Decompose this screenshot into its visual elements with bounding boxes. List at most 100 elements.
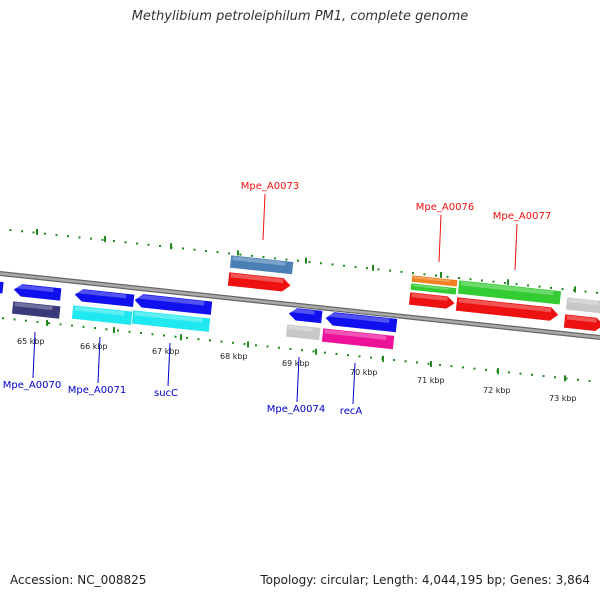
track-dot: [446, 275, 449, 278]
feature-block: [408, 291, 456, 310]
track-major-dot: [382, 355, 384, 362]
track-dot: [32, 231, 35, 234]
feature-block: [455, 296, 560, 322]
track-major-dot: [305, 257, 307, 264]
ruler-tick-label: 65 kbp: [17, 337, 45, 346]
feature-block: [565, 296, 600, 315]
track-dot: [289, 347, 292, 350]
feature-block: [563, 313, 600, 332]
feature-highlight: [413, 276, 450, 283]
track-dot: [239, 253, 242, 256]
track-major-dot: [315, 348, 317, 355]
track-dot: [9, 229, 12, 232]
track-dot: [301, 349, 303, 352]
feature-highlight: [411, 293, 448, 301]
feature-arrow: [285, 323, 322, 341]
feature-arrow: [287, 307, 324, 324]
track-major-dot: [104, 236, 106, 243]
feature-highlight: [290, 308, 315, 315]
feature-block: [287, 307, 324, 324]
feature-block: [11, 300, 62, 320]
feature-block: [0, 280, 5, 295]
ruler-tick-label: 71 kbp: [417, 376, 445, 385]
feature-highlight: [230, 273, 284, 284]
track-dot: [481, 279, 483, 282]
feature-highlight: [288, 325, 313, 332]
feature-highlight: [76, 289, 127, 299]
gene-label-reverse: recA: [340, 406, 363, 417]
track-dot: [492, 280, 495, 283]
track-dot: [439, 363, 441, 366]
track-dot: [358, 355, 361, 358]
feature-arrow: [12, 283, 63, 302]
feature-arrow: [73, 288, 135, 308]
track-major-dot: [507, 279, 509, 286]
track-dot: [2, 317, 4, 320]
track-dot: [36, 320, 39, 323]
track-major-dot: [574, 286, 576, 293]
label-connector: [32, 331, 36, 379]
track-dot: [504, 281, 506, 284]
feature-block: [12, 283, 63, 302]
feature-arrow: [0, 280, 5, 295]
track-dot: [278, 346, 280, 349]
track-dot: [412, 272, 414, 275]
gene-label-reverse: Mpe_A0070: [3, 380, 61, 391]
track-dot: [209, 339, 211, 342]
feature-arrow: [227, 271, 292, 293]
track-dot: [527, 284, 529, 287]
track-major-dot: [440, 272, 442, 279]
track-dot: [297, 259, 299, 262]
track-dot: [393, 359, 395, 362]
track-dot: [105, 328, 108, 331]
track-dot: [197, 338, 200, 341]
track-dot: [48, 322, 50, 325]
track-dot: [515, 283, 518, 286]
track-dot: [324, 351, 326, 354]
gene-label-forward: Mpe_A0076: [416, 202, 474, 213]
track-dot: [335, 352, 338, 355]
feature-arrow: [71, 304, 133, 326]
feature-arrow: [408, 291, 456, 310]
track-major-dot: [170, 243, 172, 250]
track-dot: [450, 365, 453, 368]
feature-block: [71, 304, 133, 326]
track-dot: [159, 245, 161, 248]
track-dot: [220, 340, 223, 343]
track-major-dot: [564, 375, 566, 382]
track-dot: [588, 379, 591, 382]
feature-block: [133, 293, 213, 316]
track-dot: [163, 334, 165, 337]
gene-labels: Mpe_A0073 Mpe_A0076 Mpe_A0077 Mpe_A0070 Mpe_…: [3, 181, 551, 417]
inner-dotted-track: [2, 317, 591, 382]
track-dot: [232, 341, 234, 344]
track-dot: [205, 249, 207, 252]
track-dot: [251, 254, 253, 257]
outer-dotted-track: [9, 228, 598, 294]
track-major-dot: [46, 319, 48, 326]
feature-block: [131, 309, 211, 333]
track-dot: [423, 273, 426, 276]
feature-highlight: [134, 311, 203, 323]
track-dot: [347, 354, 349, 357]
track-dot: [128, 330, 131, 333]
ruler-tick-label: 69 kbp: [282, 359, 310, 368]
feature-arrow: [410, 274, 459, 288]
track-dot: [193, 248, 196, 251]
track-dot: [416, 361, 418, 364]
track-dot: [59, 323, 62, 326]
label-connector: [352, 362, 356, 405]
track-dot: [117, 329, 119, 332]
feature-highlight: [460, 281, 554, 296]
gene-label-forward: Mpe_A0073: [241, 181, 299, 192]
label-connector: [438, 214, 442, 263]
track-dot: [519, 372, 522, 375]
ruler-tick-label: 68 kbp: [220, 352, 248, 361]
ruler-tick-label: 66 kbp: [80, 342, 108, 351]
track-dot: [147, 243, 150, 246]
track-dot: [343, 264, 345, 267]
track-dot: [151, 333, 154, 336]
track-major-dot: [497, 368, 499, 375]
feature-arrow: [133, 293, 213, 316]
